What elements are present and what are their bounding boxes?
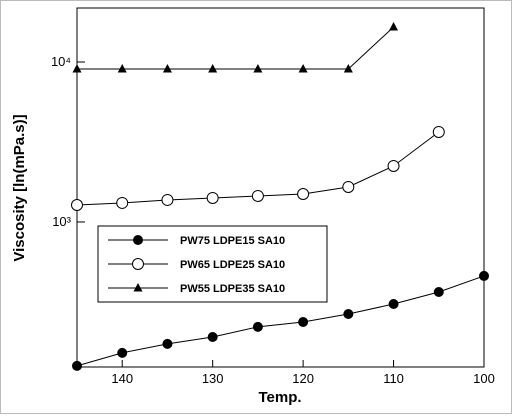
marker	[387, 159, 400, 172]
marker	[72, 360, 82, 371]
plot-area	[76, 7, 485, 368]
marker	[343, 308, 354, 319]
marker	[133, 235, 143, 245]
marker	[208, 63, 218, 73]
marker	[71, 198, 83, 211]
marker	[72, 63, 82, 73]
marker	[479, 270, 489, 281]
series-line	[76, 275, 485, 367]
marker	[207, 331, 218, 342]
marker	[388, 299, 399, 310]
marker	[117, 347, 128, 358]
x-axis-title: Temp.	[258, 389, 301, 406]
x-tick-label: 140	[111, 371, 133, 386]
marker	[342, 180, 355, 193]
legend-label: PW55 LDPE35 SA10	[180, 283, 285, 295]
legend-label: PW75 LDPE15 SA10	[180, 235, 285, 247]
marker	[253, 63, 263, 73]
marker	[251, 189, 264, 202]
marker	[206, 191, 219, 204]
marker	[252, 321, 263, 332]
marker	[298, 316, 309, 327]
x-tick-label: 130	[202, 371, 224, 386]
marker	[389, 21, 399, 31]
marker	[298, 63, 308, 73]
marker	[433, 286, 444, 297]
marker	[133, 283, 143, 292]
marker	[116, 196, 129, 209]
x-tick-label: 110	[383, 371, 404, 386]
legend-label: PW65 LDPE25 SA10	[180, 259, 285, 271]
y-tick-label: 10⁴	[51, 54, 71, 69]
y-tick-label: 10³	[52, 214, 71, 229]
x-tick-label: 120	[292, 371, 314, 386]
marker	[297, 187, 310, 200]
marker	[343, 63, 353, 73]
y-axis-title: Viscosity [ln(mPa.s)]	[11, 114, 28, 261]
marker	[162, 63, 172, 73]
marker	[117, 63, 127, 73]
marker	[432, 125, 445, 138]
marker	[162, 338, 173, 349]
marker	[161, 193, 174, 206]
x-tick-label: 100	[473, 371, 495, 386]
marker	[132, 258, 144, 270]
series-line	[77, 26, 394, 70]
